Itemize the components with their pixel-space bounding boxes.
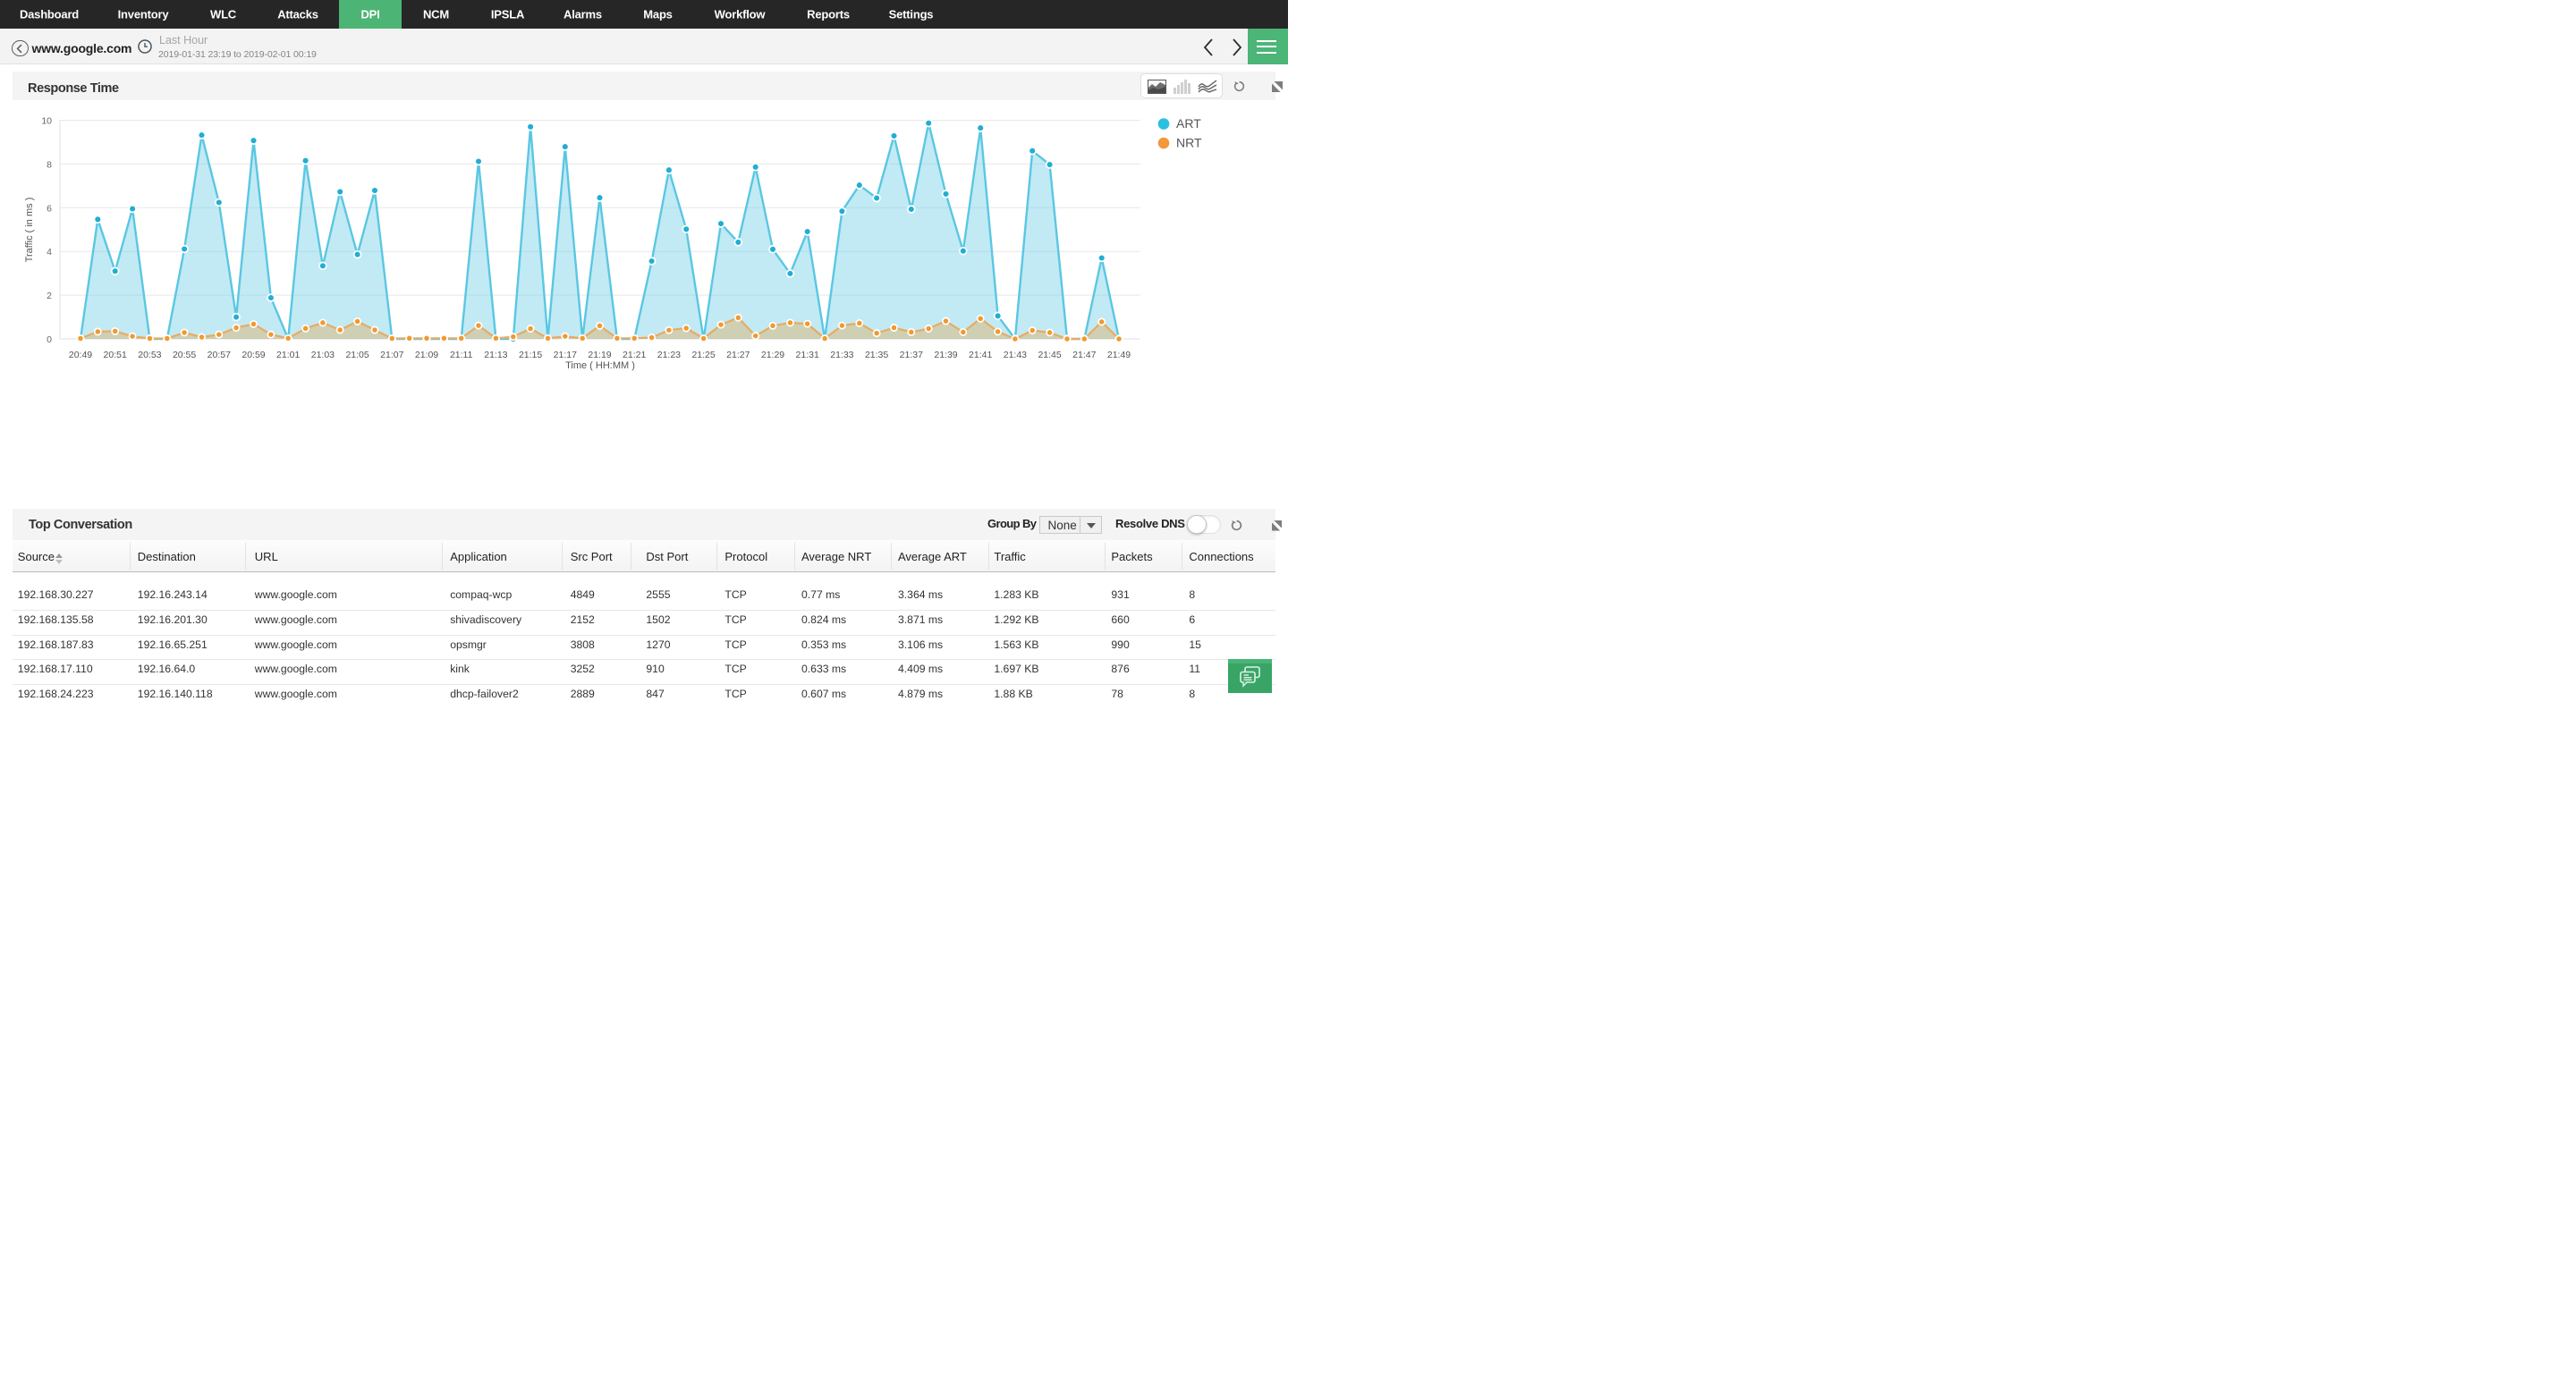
svg-text:21:25: 21:25 bbox=[691, 350, 715, 360]
svg-text:21:41: 21:41 bbox=[969, 350, 992, 360]
svg-text:21:39: 21:39 bbox=[934, 350, 957, 360]
svg-text:0: 0 bbox=[47, 334, 52, 345]
svg-text:8: 8 bbox=[47, 159, 52, 170]
svg-text:21:13: 21:13 bbox=[484, 350, 507, 360]
svg-text:10: 10 bbox=[41, 115, 52, 126]
svg-text:21:15: 21:15 bbox=[519, 350, 542, 360]
svg-text:21:47: 21:47 bbox=[1072, 350, 1096, 360]
svg-text:20:51: 20:51 bbox=[104, 350, 127, 360]
svg-text:20:55: 20:55 bbox=[173, 350, 196, 360]
svg-text:ART: ART bbox=[1176, 116, 1201, 131]
svg-text:6: 6 bbox=[47, 203, 52, 214]
svg-text:21:07: 21:07 bbox=[380, 350, 403, 360]
svg-text:21:09: 21:09 bbox=[415, 350, 438, 360]
svg-text:21:01: 21:01 bbox=[276, 350, 300, 360]
svg-text:20:57: 20:57 bbox=[208, 350, 231, 360]
svg-text:21:05: 21:05 bbox=[345, 350, 369, 360]
svg-text:21:45: 21:45 bbox=[1038, 350, 1061, 360]
svg-text:NRT: NRT bbox=[1176, 135, 1202, 149]
svg-text:21:11: 21:11 bbox=[450, 350, 473, 360]
svg-text:4: 4 bbox=[47, 247, 52, 258]
svg-text:21:29: 21:29 bbox=[761, 350, 784, 360]
svg-text:21:33: 21:33 bbox=[830, 350, 853, 360]
svg-text:21:19: 21:19 bbox=[588, 350, 611, 360]
svg-text:20:53: 20:53 bbox=[138, 350, 161, 360]
svg-text:21:31: 21:31 bbox=[796, 350, 819, 360]
svg-text:21:27: 21:27 bbox=[726, 350, 750, 360]
svg-text:2: 2 bbox=[47, 291, 52, 301]
svg-text:21:43: 21:43 bbox=[1004, 350, 1027, 360]
svg-text:21:37: 21:37 bbox=[900, 350, 923, 360]
svg-text:21:49: 21:49 bbox=[1107, 350, 1131, 360]
svg-text:21:23: 21:23 bbox=[657, 350, 681, 360]
svg-text:21:03: 21:03 bbox=[311, 350, 335, 360]
svg-text:20:49: 20:49 bbox=[69, 350, 92, 360]
svg-text:21:17: 21:17 bbox=[554, 350, 577, 360]
svg-text:Traffic ( in ms ): Traffic ( in ms ) bbox=[24, 197, 35, 262]
svg-text:21:35: 21:35 bbox=[865, 350, 888, 360]
svg-text:Time ( HH:MM ): Time ( HH:MM ) bbox=[565, 360, 635, 371]
svg-text:21:21: 21:21 bbox=[623, 350, 646, 360]
svg-text:20:59: 20:59 bbox=[242, 350, 265, 360]
